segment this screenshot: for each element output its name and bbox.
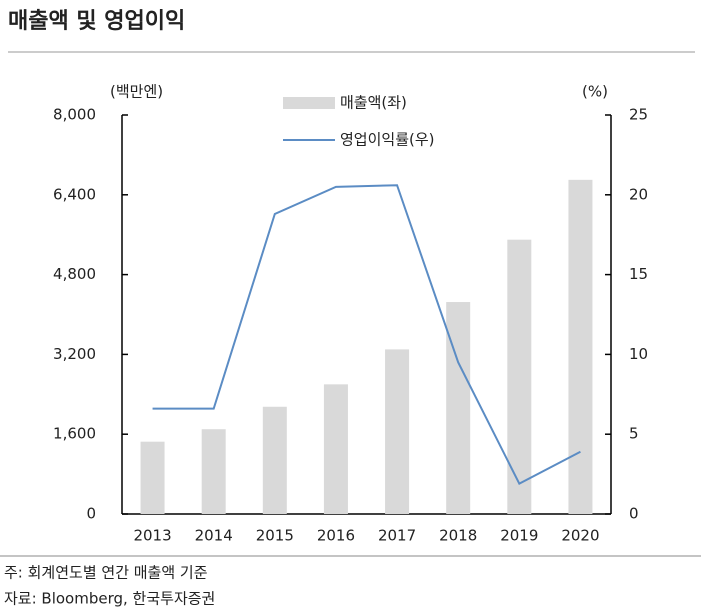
line (152, 184, 581, 486)
legend-label: 영업이익률(우) (340, 131, 435, 149)
legend-swatch (283, 97, 335, 109)
y2-tick-label: 5 (629, 425, 639, 443)
y2-tick-label: 20 (629, 185, 648, 203)
bar (385, 349, 410, 514)
y-tick-label: 1,600 (53, 425, 96, 443)
bar (507, 239, 532, 514)
y2-tick-label: 10 (629, 345, 648, 363)
x-tick-label: 2013 (133, 527, 171, 545)
x-tick-label: 2017 (378, 527, 416, 545)
x-tick-label: 2016 (317, 527, 355, 545)
y-unit-label: (백만엔) (110, 83, 163, 101)
y2-tick-label: 15 (629, 265, 648, 283)
y-tick-label: 3,200 (53, 345, 96, 363)
source-note: 자료: Bloomberg, 한국투자증권 (4, 590, 215, 608)
legend-label: 매출액(좌) (340, 94, 407, 112)
bar (262, 406, 287, 514)
y-tick-label: 6,400 (53, 185, 96, 203)
x-tick-label: 2019 (500, 527, 538, 545)
y2-tick-label: 25 (629, 106, 648, 124)
x-tick-label: 2018 (439, 527, 477, 545)
y-tick-label: 4,800 (53, 265, 96, 283)
bar (323, 384, 348, 514)
footnote: 주: 회계연도별 연간 매출액 기준 (4, 564, 208, 582)
bar (140, 441, 165, 514)
y2-tick-label: 0 (629, 505, 639, 523)
x-tick-label: 2015 (256, 527, 294, 545)
x-tick-label: 2020 (561, 527, 599, 545)
bar (568, 179, 593, 514)
x-tick-label: 2014 (195, 527, 233, 545)
bar (201, 429, 226, 514)
y2-unit-label: (%) (582, 83, 608, 101)
y-tick-label: 8,000 (53, 106, 96, 124)
chart-title: 매출액 및 영업이익 (8, 9, 185, 34)
y-tick-label: 0 (86, 505, 96, 523)
bar (446, 302, 471, 514)
